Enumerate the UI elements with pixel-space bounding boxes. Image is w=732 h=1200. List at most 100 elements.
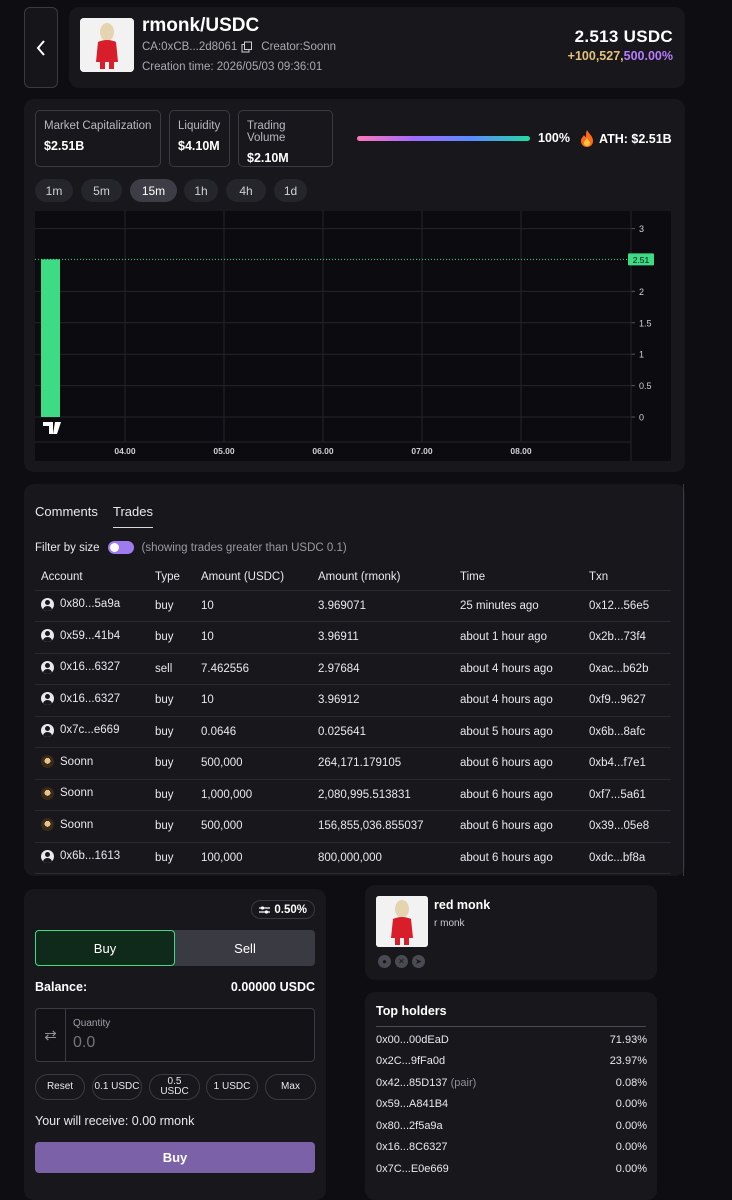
time-cell: about 6 hours ago	[454, 810, 583, 843]
holder-address[interactable]: 0x42...85D137	[376, 1076, 448, 1089]
user-icon	[41, 692, 54, 706]
sell-tab[interactable]: Sell	[234, 940, 256, 956]
table-row[interactable]: Soonn buy 500,000 264,171.179105 about 6 hou…	[35, 747, 671, 780]
amount-rmonk-cell: 3.96912	[312, 684, 454, 717]
x-icon[interactable]: ✕	[395, 955, 408, 968]
timeframe-1m[interactable]: 1m	[35, 179, 73, 202]
account-cell[interactable]: 0x80...5a9a	[35, 590, 149, 622]
table-row[interactable]: 0x6b...1613 buy 100,000 800,000,000 about 6 …	[35, 842, 671, 874]
ath-value: ATH: $2.51B	[599, 131, 672, 146]
telegram-icon[interactable]: ➤	[412, 955, 425, 968]
bonding-progress-label: 100%	[538, 131, 570, 145]
preset-0-5-usdc[interactable]: 0.5 USDC	[149, 1074, 200, 1100]
quantity-field: ⇄ Quantity	[35, 1008, 315, 1062]
holder-address[interactable]: 0x80...2f5a9a	[376, 1119, 443, 1132]
timeframe-1d[interactable]: 1d	[274, 179, 307, 202]
account-address: Soonn	[60, 755, 94, 768]
holder-row[interactable]: 0x00...00dEaD 71.93%	[376, 1029, 647, 1051]
holder-tag: (pair)	[450, 1076, 477, 1089]
table-row[interactable]: 0x16...6327 sell 7.462556 2.97684 about 4 ho…	[35, 653, 671, 685]
filter-toggle[interactable]	[107, 541, 134, 554]
table-row[interactable]: 0x16...6327 buy 10 3.96912 about 4 hours ago…	[35, 684, 671, 717]
table-row[interactable]: Soonn buy 1,000,000 2,080,995.513831 about 6…	[35, 779, 671, 811]
amount-usdc-cell: 500,000	[195, 810, 312, 843]
timeframe-1h[interactable]: 1h	[184, 179, 218, 202]
txn-link[interactable]: 0xdc...bf8a	[583, 842, 671, 874]
trades-scrollbar[interactable]	[683, 484, 684, 876]
account-cell[interactable]: 0x16...6327	[35, 684, 149, 717]
preset-reset[interactable]: Reset	[35, 1074, 85, 1100]
holder-row[interactable]: 0x7C...E0e669 0.00%	[376, 1158, 647, 1180]
table-row[interactable]: Soonn buy 500,000 156,855,036.855037 about 6…	[35, 810, 671, 843]
txn-link[interactable]: 0xf9...9627	[583, 684, 671, 717]
holder-percent: 71.93%	[609, 1033, 647, 1046]
holder-address[interactable]: 0x00...00dEaD	[376, 1033, 449, 1046]
holder-row[interactable]: 0x2C...9fFa0d 23.97%	[376, 1051, 647, 1073]
account-cell[interactable]: 0x16...6327	[35, 653, 149, 685]
holder-percent: 0.00%	[615, 1098, 647, 1111]
x-tick-label: 04.00	[114, 446, 136, 456]
timeframe-5m[interactable]: 5m	[81, 179, 122, 202]
price-chart[interactable]: 0 0.5 1 1.5 2 3 04.00 05.00 06.00 07.00 08.00 2.51	[35, 211, 671, 461]
tab-comments[interactable]: Comments	[35, 504, 98, 519]
trades-panel: Comments Trades Filter by size (showing …	[24, 484, 685, 876]
txn-link[interactable]: 0x6b...8afc	[583, 716, 671, 748]
txn-link[interactable]: 0x2b...73f4	[583, 621, 671, 654]
account-address: 0x7c...e669	[60, 724, 120, 737]
preset-0-1-usdc[interactable]: 0.1 USDC	[92, 1074, 142, 1100]
preset-max[interactable]: Max	[265, 1074, 316, 1100]
account-cell[interactable]: Soonn	[35, 810, 149, 843]
last-price-badge	[628, 253, 654, 266]
quantity-input[interactable]	[73, 1034, 303, 1052]
txn-link[interactable]: 0xb4...f7e1	[583, 747, 671, 780]
holder-address[interactable]: 0x59...A841B4	[376, 1098, 449, 1111]
slippage-button[interactable]: 0.50%	[251, 900, 315, 919]
txn-link[interactable]: 0xac...b62b	[583, 653, 671, 685]
tab-trades[interactable]: Trades	[113, 504, 153, 528]
fire-icon	[581, 130, 593, 147]
time-cell: about 1 hour ago	[454, 621, 583, 654]
table-row[interactable]: 0x80...5a9a buy 10 3.969071 25 minutes ago 0x…	[35, 590, 671, 622]
website-icon[interactable]: ●	[378, 955, 391, 968]
account-cell[interactable]: 0x7c...e669	[35, 716, 149, 748]
time-cell: about 4 hours ago	[454, 684, 583, 717]
account-cell[interactable]: Soonn	[35, 747, 149, 780]
user-icon	[41, 629, 54, 643]
holder-address[interactable]: 0x7C...E0e669	[376, 1162, 449, 1175]
balance-label: Balance:	[35, 980, 88, 994]
table-row[interactable]: 0x7c...e669 buy 0.0646 0.025641 about 5 hour…	[35, 716, 671, 748]
buy-tab[interactable]: Buy	[35, 930, 175, 966]
copy-icon[interactable]	[241, 41, 253, 53]
preset-1-usdc[interactable]: 1 USDC	[206, 1074, 258, 1100]
account-cell[interactable]: 0x6b...1613	[35, 842, 149, 874]
holder-row[interactable]: 0x59...A841B4 0.00%	[376, 1094, 647, 1116]
txn-link[interactable]: 0x12...56e5	[583, 590, 671, 622]
trades-table: Account Type Amount (USDC) Amount (rmonk…	[35, 564, 671, 874]
holder-address[interactable]: 0x2C...9fFa0d	[376, 1055, 446, 1068]
type-cell: buy	[149, 747, 195, 780]
account-cell[interactable]: Soonn	[35, 779, 149, 811]
y-tick-label: 1.5	[639, 318, 652, 328]
txn-link[interactable]: 0x39...05e8	[583, 810, 671, 843]
account-cell[interactable]: 0x59...41b4	[35, 621, 149, 654]
holder-percent: 0.00%	[615, 1162, 647, 1175]
account-address: 0x16...6327	[60, 692, 121, 705]
holder-address[interactable]: 0x16...8C6327	[376, 1141, 448, 1154]
holder-row[interactable]: 0x42...85D137 (pair) 0.08%	[376, 1072, 647, 1094]
column-header-type: Type	[149, 564, 195, 591]
back-button[interactable]	[24, 7, 58, 88]
amount-rmonk-cell: 3.96911	[312, 621, 454, 654]
swap-icon[interactable]: ⇄	[36, 1009, 66, 1061]
contract-address: CA:0xCB...2d8061	[142, 41, 238, 53]
time-cell: about 5 hours ago	[454, 716, 583, 748]
timeframe-15m[interactable]: 15m	[130, 179, 177, 202]
price-chart-svg[interactable]: 0 0.5 1 1.5 2 3 04.00 05.00 06.00 07.00 08.00 2.51	[35, 211, 671, 461]
holder-row[interactable]: 0x16...8C6327 0.00%	[376, 1137, 647, 1159]
timeframe-4h[interactable]: 4h	[226, 179, 266, 202]
last-price-label: 2.51	[633, 255, 650, 265]
txn-link[interactable]: 0xf7...5a61	[583, 779, 671, 811]
type-cell: buy	[149, 716, 195, 748]
table-row[interactable]: 0x59...41b4 buy 10 3.96911 about 1 hour ago 0…	[35, 621, 671, 654]
holder-row[interactable]: 0x80...2f5a9a 0.00%	[376, 1115, 647, 1137]
buy-button[interactable]: Buy	[35, 1142, 315, 1173]
